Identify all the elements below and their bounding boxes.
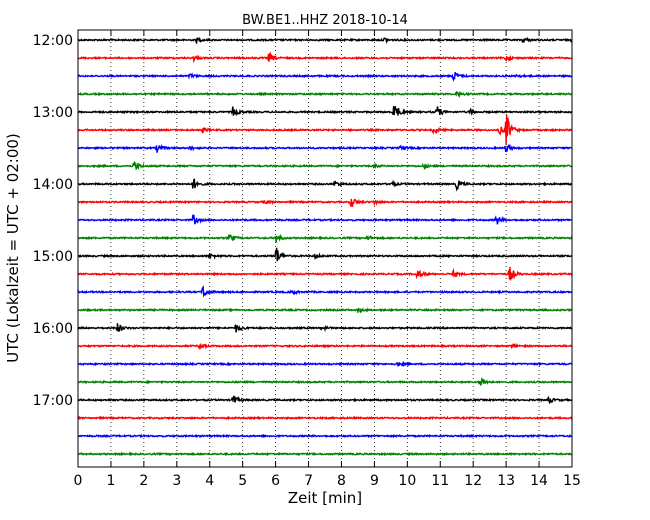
trace-1615 (77, 342, 573, 351)
y-tick-label: 16:00 (33, 321, 73, 337)
y-tick-label: 14:00 (33, 177, 73, 193)
plot-frame (77, 29, 573, 468)
trace-1430 (77, 213, 573, 225)
trace-1730 (77, 433, 573, 439)
trace-1345 (77, 160, 573, 171)
y-tick-label: 17:00 (33, 393, 73, 409)
y-tick-label: 13:00 (33, 105, 73, 121)
x-tick-label: 15 (563, 473, 581, 489)
trace-1530 (77, 285, 573, 298)
trace-1745 (77, 451, 573, 457)
trace-1200 (77, 36, 573, 45)
trace-1600 (77, 323, 573, 333)
x-tick-label: 11 (431, 473, 449, 489)
trace-1630 (77, 360, 573, 368)
trace-1715 (77, 415, 573, 421)
trace-1230 (77, 72, 573, 82)
x-axis-label: Zeit [min] (288, 489, 362, 507)
x-tick-label: 9 (370, 473, 379, 489)
trace-1545 (77, 307, 573, 314)
y-axis: 12:00 13:00 14:00 15:00 16:00 17:00 (33, 33, 572, 409)
trace-1330 (77, 143, 573, 153)
y-tick-label: 15:00 (33, 249, 73, 265)
x-tick-label: 10 (398, 473, 416, 489)
trace-group (77, 36, 573, 457)
x-tick-label: 12 (464, 473, 482, 489)
x-tick-label: 0 (74, 473, 83, 489)
x-tick-label: 5 (238, 473, 247, 489)
trace-1515 (77, 266, 573, 281)
y-axis-label: UTC (Lokalzeit = UTC + 02:00) (4, 133, 22, 363)
x-tick-label: 3 (172, 473, 181, 489)
trace-1500 (77, 247, 573, 262)
trace-1245 (77, 90, 573, 99)
x-tick-label: 7 (304, 473, 313, 489)
x-tick-label: 1 (106, 473, 115, 489)
trace-1215 (77, 51, 573, 64)
trace-1445 (77, 233, 573, 243)
x-tick-label: 14 (530, 473, 548, 489)
chart-title: BW.BE1..HHZ 2018-10-14 (242, 13, 408, 28)
trace-1700 (77, 395, 573, 405)
trace-1300 (77, 106, 573, 117)
x-tick-label: 4 (205, 473, 214, 489)
trace-1400 (77, 178, 573, 192)
x-tick-label: 8 (337, 473, 346, 489)
x-tick-label: 2 (139, 473, 148, 489)
trace-1415 (77, 198, 573, 207)
y-tick-label: 12:00 (33, 33, 73, 49)
trace-1645 (77, 377, 573, 386)
x-tick-label: 13 (497, 473, 515, 489)
grid-lines (110, 30, 540, 467)
trace-1315 (77, 114, 573, 146)
x-tick-label: 6 (271, 473, 280, 489)
x-axis: 0 1 2 3 4 5 6 7 8 9 10 11 12 13 14 15 (74, 30, 581, 489)
